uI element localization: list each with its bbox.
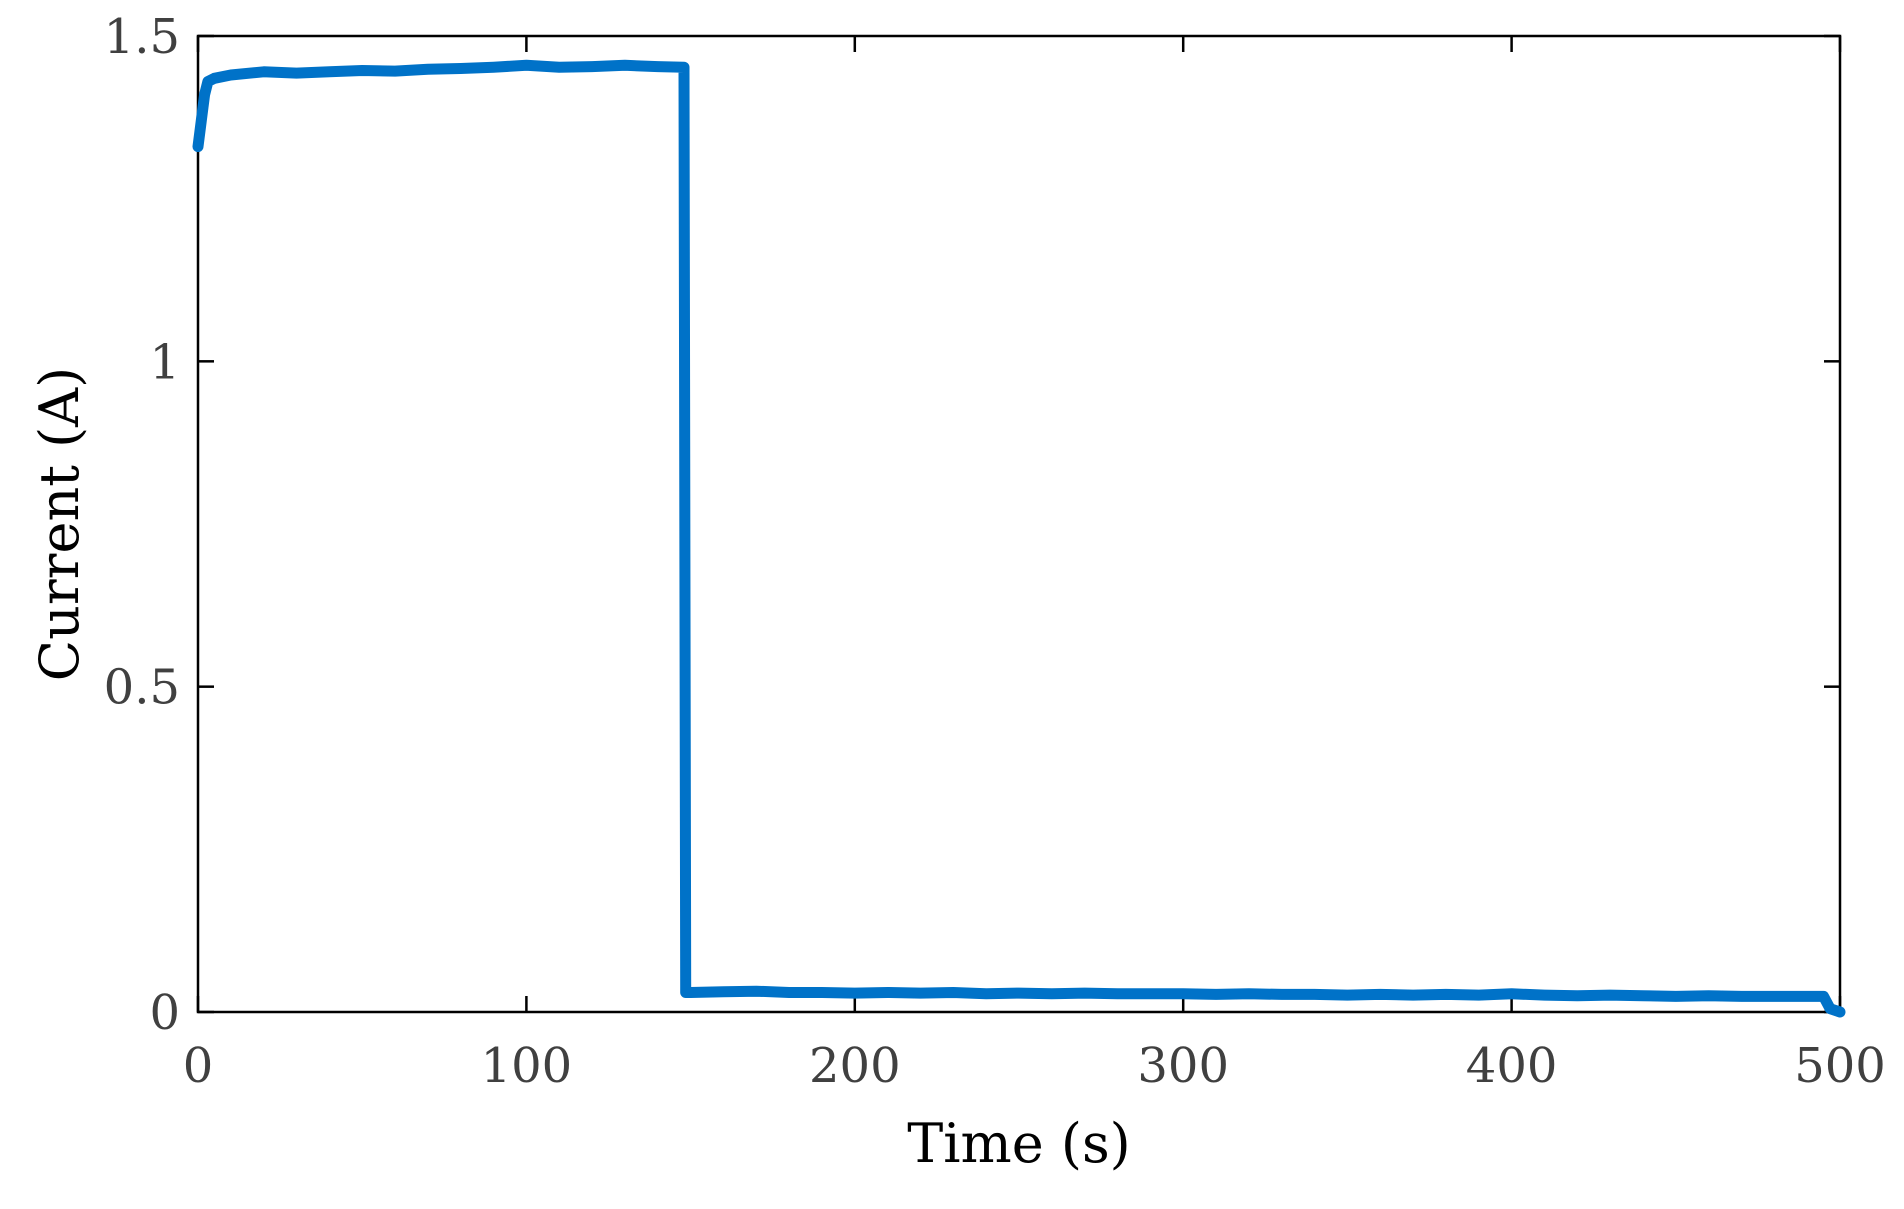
x-tick-label-4: 400 [1466, 1038, 1558, 1094]
series-layer [192, 59, 1846, 1018]
x-tick-labels: 0 100 200 300 400 500 [183, 1038, 1886, 1094]
y-tick-label-0: 0 [149, 985, 180, 1041]
x-axis-title: Time (s) [907, 1112, 1130, 1175]
plot-area [196, 34, 1842, 1014]
y-tick-label-3: 1.5 [104, 9, 180, 65]
y-tick-label-2: 1 [149, 334, 180, 390]
series-line-0 [192, 59, 1846, 1018]
x-tick-label-2: 200 [809, 1038, 901, 1094]
y-tick-label-1: 0.5 [104, 660, 180, 716]
y-axis-title: Current (A) [28, 367, 91, 681]
plot-frame [196, 34, 1842, 1014]
x-tick-label-3: 300 [1137, 1038, 1229, 1094]
x-tick-label-1: 100 [481, 1038, 573, 1094]
x-tick-label-5: 500 [1794, 1038, 1886, 1094]
x-tick-label-0: 0 [183, 1038, 214, 1094]
tick-marks [196, 34, 1842, 1014]
y-tick-labels: 0 0.5 1 1.5 [104, 9, 180, 1041]
